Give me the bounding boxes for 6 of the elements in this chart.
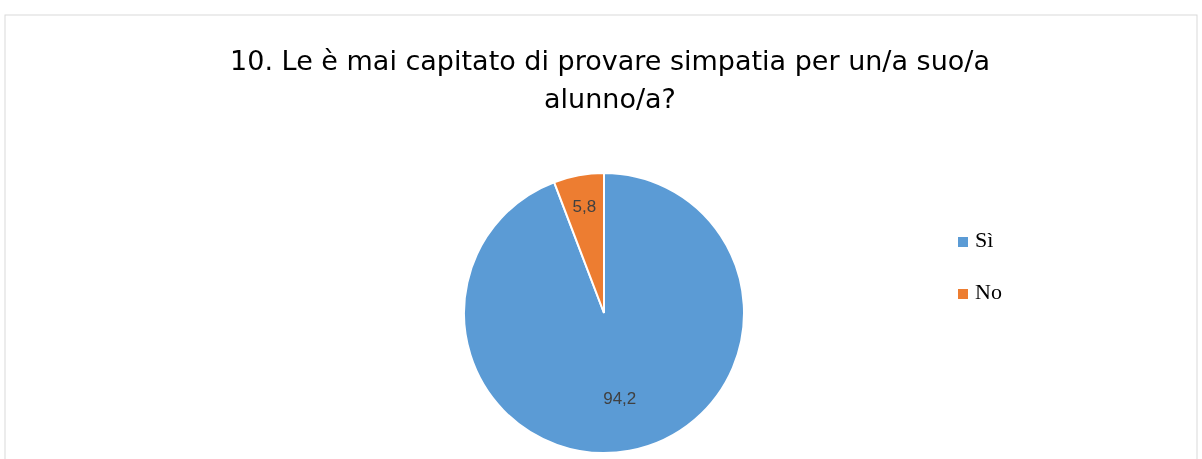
legend-label: Sì [975,227,994,252]
chart-title: 10. Le è mai capitato di provare simpatia per un/a suo/a alunno/a? [230,45,990,114]
data-label: 94,2 [603,388,637,408]
pie-slice [463,172,745,454]
legend-label: No [975,279,1002,304]
data-label: 5,8 [572,196,597,216]
